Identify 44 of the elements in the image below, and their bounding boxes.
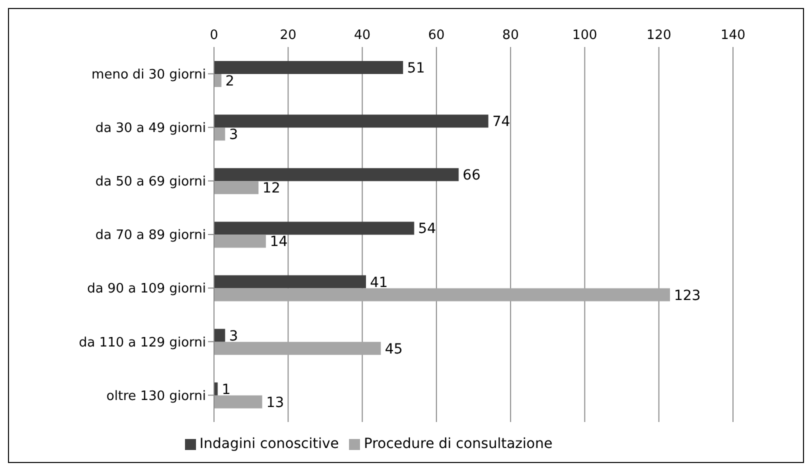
x-tick-label: 100 bbox=[572, 28, 598, 43]
data-label: 74 bbox=[492, 114, 510, 130]
data-label: 13 bbox=[266, 394, 284, 411]
data-label: 12 bbox=[262, 180, 280, 197]
legend-label: Procedure di consultazione bbox=[364, 436, 552, 452]
y-tick-label: da 90 a 109 giorni bbox=[87, 282, 206, 297]
y-tick-label: da 110 a 129 giorni bbox=[78, 335, 206, 350]
y-tick-label: da 30 a 49 giorni bbox=[95, 120, 206, 136]
data-label: 66 bbox=[462, 168, 481, 184]
data-label: 3 bbox=[229, 127, 238, 144]
data-label: 3 bbox=[229, 328, 238, 344]
bar bbox=[214, 234, 266, 248]
data-label: 51 bbox=[407, 60, 425, 76]
bar bbox=[214, 275, 366, 288]
x-tick-label: 120 bbox=[646, 28, 672, 43]
y-tick-label: oltre 130 giorni bbox=[106, 388, 206, 404]
data-label: 2 bbox=[225, 73, 234, 90]
x-tick-label: 140 bbox=[720, 28, 746, 43]
bar bbox=[214, 74, 222, 87]
bar bbox=[214, 168, 459, 182]
data-label: 14 bbox=[270, 234, 288, 250]
x-tick-label: 80 bbox=[502, 28, 519, 43]
bar bbox=[214, 328, 226, 342]
bar bbox=[214, 288, 670, 302]
data-label: 123 bbox=[674, 288, 701, 304]
bar bbox=[214, 342, 381, 355]
bar bbox=[214, 114, 488, 128]
x-tick-label: 40 bbox=[354, 28, 371, 43]
bar bbox=[214, 395, 262, 408]
data-label: 45 bbox=[384, 341, 403, 358]
x-tick-label: 60 bbox=[428, 28, 445, 43]
bar bbox=[214, 61, 404, 74]
data-label: 1 bbox=[222, 382, 231, 398]
bar bbox=[214, 222, 414, 235]
y-tick-label: da 50 a 69 giorni bbox=[95, 174, 206, 190]
bar bbox=[214, 181, 258, 194]
y-tick-label: da 70 a 89 giorni bbox=[95, 228, 206, 244]
legend-label: Indagini conoscitive bbox=[200, 436, 339, 452]
x-tick-label: 0 bbox=[210, 28, 218, 43]
data-label: 41 bbox=[370, 274, 388, 291]
x-tick-label: 20 bbox=[280, 28, 296, 43]
y-tick-label: meno di 30 giorni bbox=[92, 67, 206, 82]
bar bbox=[214, 128, 226, 141]
data-label: 54 bbox=[418, 221, 436, 238]
